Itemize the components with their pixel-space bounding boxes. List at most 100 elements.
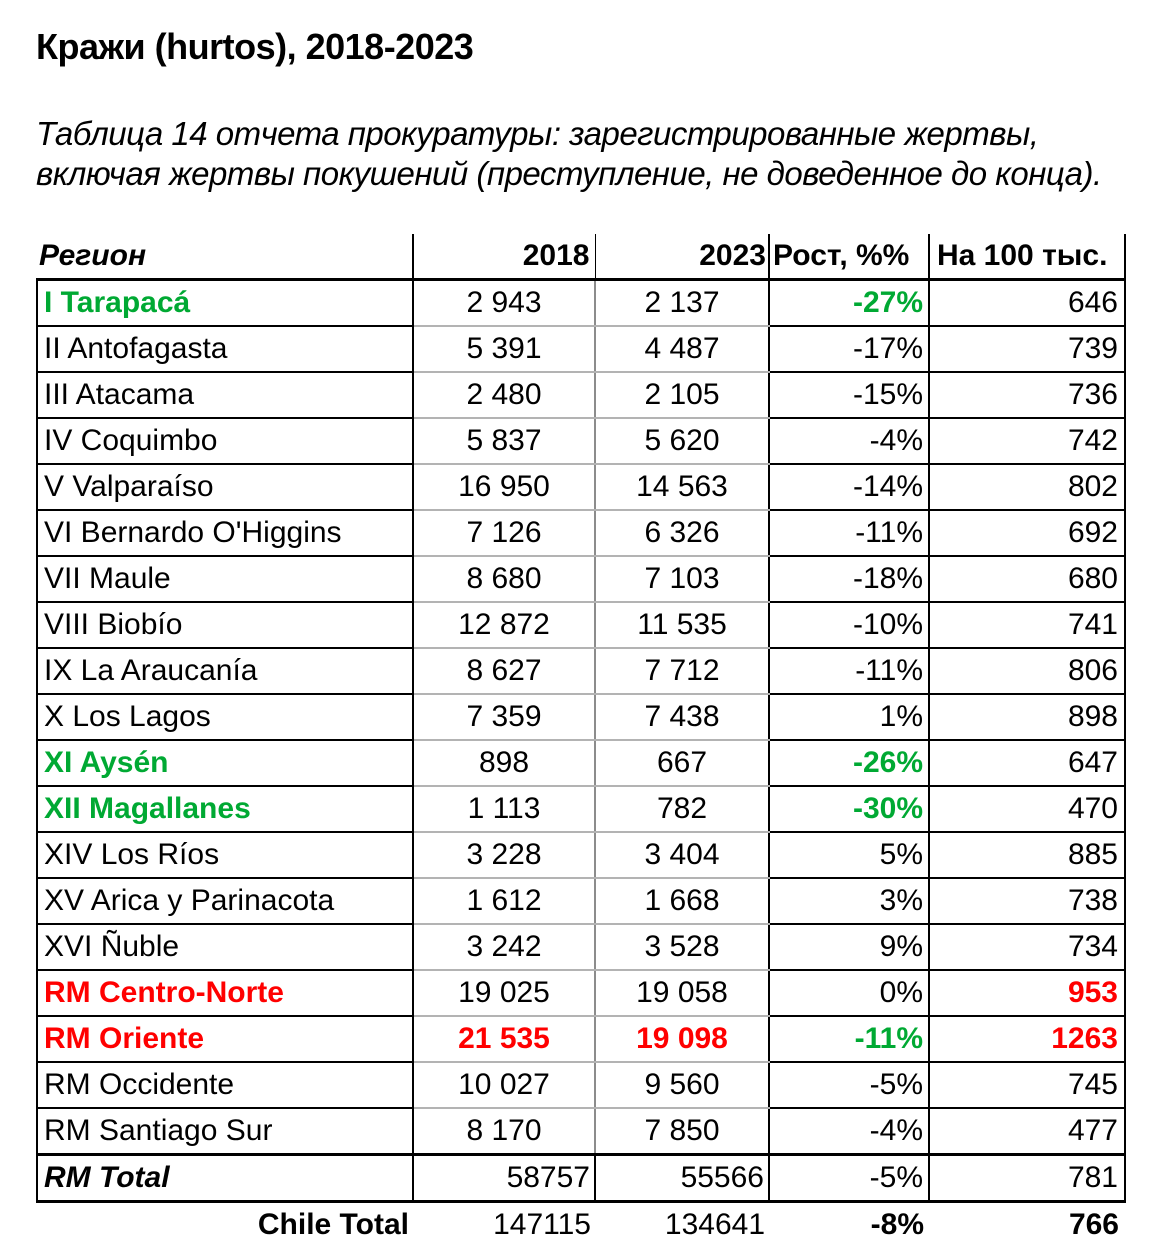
growth-cell: -14% xyxy=(769,464,929,510)
region-cell: X Los Lagos xyxy=(37,694,413,740)
y2023-cell: 14 563 xyxy=(595,464,769,510)
region-cell: XI Aysén xyxy=(37,740,413,786)
y2023-cell: 7 712 xyxy=(595,648,769,694)
y2018-cell: 58757 xyxy=(413,1155,595,1202)
per100k-cell: 692 xyxy=(929,510,1125,556)
subtitle-line-1: Таблица 14 отчета прокуратуры: зарегистр… xyxy=(36,115,1038,152)
per100k-cell: 736 xyxy=(929,372,1125,418)
y2018-cell: 8 170 xyxy=(413,1108,595,1155)
region-cell: RM Oriente xyxy=(37,1016,413,1062)
y2018-cell: 16 950 xyxy=(413,464,595,510)
y2023-cell: 134641 xyxy=(595,1202,769,1247)
region-cell: XVI Ñuble xyxy=(37,924,413,970)
y2023-cell: 11 535 xyxy=(595,602,769,648)
subtitle: Таблица 14 отчета прокуратуры: зарегистр… xyxy=(36,114,1158,194)
region-cell: I Tarapacá xyxy=(37,280,413,327)
y2023-cell: 3 404 xyxy=(595,832,769,878)
subtitle-line-2: включая жертвы покушений (преступление, … xyxy=(36,155,1102,192)
column-header-region: Регион xyxy=(37,234,413,280)
y2018-cell: 7 359 xyxy=(413,694,595,740)
growth-cell: -5% xyxy=(769,1062,929,1108)
growth-cell: -4% xyxy=(769,418,929,464)
region-cell: XIV Los Ríos xyxy=(37,832,413,878)
growth-cell: -11% xyxy=(769,1016,929,1062)
y2023-cell: 782 xyxy=(595,786,769,832)
y2023-cell: 9 560 xyxy=(595,1062,769,1108)
y2018-cell: 1 113 xyxy=(413,786,595,832)
growth-cell: -27% xyxy=(769,280,929,327)
growth-cell: -11% xyxy=(769,510,929,556)
y2018-cell: 21 535 xyxy=(413,1016,595,1062)
y2023-cell: 4 487 xyxy=(595,326,769,372)
growth-cell: -30% xyxy=(769,786,929,832)
region-cell: Chile Total xyxy=(37,1202,413,1247)
y2023-cell: 2 105 xyxy=(595,372,769,418)
growth-cell: 1% xyxy=(769,694,929,740)
y2018-cell: 12 872 xyxy=(413,602,595,648)
column-header-2018: 2018 xyxy=(413,234,595,280)
y2018-cell: 8 680 xyxy=(413,556,595,602)
y2018-cell: 3 242 xyxy=(413,924,595,970)
growth-cell: -10% xyxy=(769,602,929,648)
y2023-cell: 3 528 xyxy=(595,924,769,970)
growth-cell: -17% xyxy=(769,326,929,372)
per100k-cell: 781 xyxy=(929,1155,1125,1202)
growth-cell: 0% xyxy=(769,970,929,1016)
y2018-cell: 19 025 xyxy=(413,970,595,1016)
crime-statistics-table: Регион 2018 2023 Рост, %% На 100 тыс. I … xyxy=(36,234,1126,1247)
per100k-cell: 898 xyxy=(929,694,1125,740)
region-cell: RM Centro-Norte xyxy=(37,970,413,1016)
y2018-cell: 3 228 xyxy=(413,832,595,878)
per100k-cell: 738 xyxy=(929,878,1125,924)
y2018-cell: 2 480 xyxy=(413,372,595,418)
region-cell: II Antofagasta xyxy=(37,326,413,372)
y2023-cell: 7 850 xyxy=(595,1108,769,1155)
growth-cell: -11% xyxy=(769,648,929,694)
per100k-cell: 477 xyxy=(929,1108,1125,1155)
per100k-cell: 745 xyxy=(929,1062,1125,1108)
region-cell: RM Occidente xyxy=(37,1062,413,1108)
per100k-cell: 470 xyxy=(929,786,1125,832)
per100k-cell: 741 xyxy=(929,602,1125,648)
region-cell: RM Total xyxy=(37,1155,413,1202)
y2023-cell: 7 438 xyxy=(595,694,769,740)
per100k-cell: 766 xyxy=(929,1202,1125,1247)
y2023-cell: 19 058 xyxy=(595,970,769,1016)
per100k-cell: 1263 xyxy=(929,1016,1125,1062)
column-header-per100k: На 100 тыс. xyxy=(929,234,1125,280)
y2018-cell: 5 391 xyxy=(413,326,595,372)
region-cell: III Atacama xyxy=(37,372,413,418)
growth-cell: -5% xyxy=(769,1155,929,1202)
y2018-cell: 1 612 xyxy=(413,878,595,924)
y2023-cell: 7 103 xyxy=(595,556,769,602)
y2018-cell: 147115 xyxy=(413,1202,595,1247)
region-cell: V Valparaíso xyxy=(37,464,413,510)
region-cell: VIII Biobío xyxy=(37,602,413,648)
y2023-cell: 5 620 xyxy=(595,418,769,464)
y2023-cell: 667 xyxy=(595,740,769,786)
y2018-cell: 2 943 xyxy=(413,280,595,327)
growth-cell: -26% xyxy=(769,740,929,786)
per100k-cell: 885 xyxy=(929,832,1125,878)
growth-cell: 9% xyxy=(769,924,929,970)
region-cell: XV Arica y Parinacota xyxy=(37,878,413,924)
region-cell: IV Coquimbo xyxy=(37,418,413,464)
per100k-cell: 742 xyxy=(929,418,1125,464)
per100k-cell: 953 xyxy=(929,970,1125,1016)
